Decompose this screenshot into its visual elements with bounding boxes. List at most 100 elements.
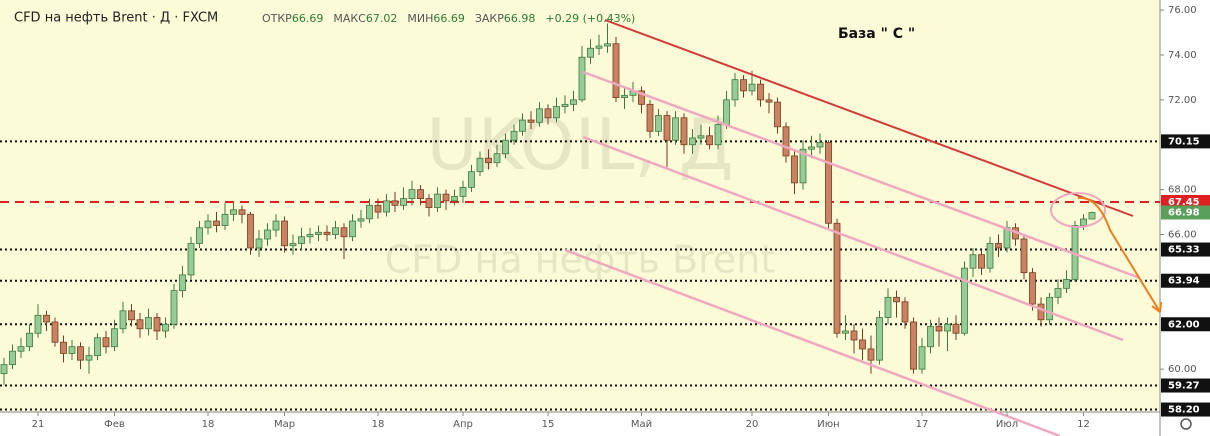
header: CFD на нефть Brent · Д · FXCM ОТКР 66.69 М… xyxy=(14,11,635,26)
candle-body xyxy=(570,99,577,105)
y-tick-label: 60.00 xyxy=(1168,364,1197,375)
candle-body xyxy=(842,330,849,334)
ohlc-label: МАКС xyxy=(333,12,366,25)
change-label: +0.29 (+0.43%) xyxy=(545,12,635,25)
resistance-label: 67.45 xyxy=(1168,197,1200,208)
ohlc-value: 66.69 xyxy=(433,12,465,25)
candle-body xyxy=(17,346,25,352)
level-label-box xyxy=(1161,378,1210,393)
x-tick-label: Мар xyxy=(274,419,295,430)
chart-title: CFD на нефть Brent · Д · FXCM xyxy=(14,11,218,26)
candle-body xyxy=(434,193,441,208)
x-tick-label: 15 xyxy=(542,419,555,430)
x-tick-label: Июл xyxy=(996,419,1018,430)
candle-body xyxy=(952,323,960,334)
candle-body xyxy=(85,355,93,361)
candle-body xyxy=(527,119,535,123)
candle-body xyxy=(34,314,42,334)
candle-body xyxy=(833,222,841,334)
candle-body xyxy=(884,296,892,318)
ohlc-value: 67.02 xyxy=(366,12,398,25)
resistance-label-box xyxy=(1161,194,1210,209)
ohlc-label: МИН xyxy=(407,12,433,25)
level-label-box xyxy=(1161,317,1210,332)
candle-body xyxy=(587,47,594,58)
y-tick-label: 68.00 xyxy=(1168,185,1197,196)
ohlc-value: 66.69 xyxy=(292,12,324,25)
level-label-box xyxy=(1161,402,1210,417)
candle-body xyxy=(748,83,756,92)
candle-body xyxy=(910,321,917,370)
candle-body xyxy=(315,231,322,235)
candle-body xyxy=(1037,303,1045,321)
candle-body xyxy=(136,319,144,330)
candle-body xyxy=(595,45,603,49)
x-tick-label: 18 xyxy=(202,419,215,430)
candle-body xyxy=(77,346,84,361)
candle-body xyxy=(774,101,781,128)
candle-body xyxy=(221,213,229,226)
candle-body xyxy=(238,209,246,215)
candle-body xyxy=(782,126,790,157)
candle-body xyxy=(867,348,875,361)
candle-body xyxy=(714,124,722,146)
candle-body xyxy=(689,137,696,146)
candle-body xyxy=(357,218,365,222)
candle-body xyxy=(918,346,926,370)
candle-body xyxy=(43,314,50,323)
candle-body xyxy=(680,117,688,146)
candle-body xyxy=(153,317,161,332)
annotation: База " С " xyxy=(838,26,915,42)
candle-body xyxy=(723,99,730,125)
x-tick-label: Июн xyxy=(817,419,839,430)
candle-body xyxy=(281,220,288,247)
ohlc-label: ЗАКР xyxy=(475,12,504,25)
candle-body xyxy=(179,274,186,291)
candle-body xyxy=(1054,287,1062,298)
candle-body xyxy=(901,301,909,323)
candle-body xyxy=(170,290,178,325)
candle-body xyxy=(1020,238,1028,274)
candle-body xyxy=(850,330,858,341)
candle-body xyxy=(264,229,271,240)
channel-line xyxy=(564,248,1061,436)
x-tick-label: Апр xyxy=(453,419,473,430)
x-tick-label: 18 xyxy=(372,419,385,430)
y-tick-label: 74.00 xyxy=(1168,50,1197,61)
candle-body xyxy=(816,142,824,148)
candle-body xyxy=(102,337,110,348)
candle-body xyxy=(366,204,373,220)
candle-body xyxy=(0,364,8,375)
candle-body xyxy=(553,106,560,119)
candles xyxy=(0,23,1096,385)
candle-body xyxy=(757,83,764,101)
candle-body xyxy=(442,193,450,202)
candle-body xyxy=(468,171,475,188)
candle-body xyxy=(1080,218,1087,226)
candle-body xyxy=(306,234,314,238)
candle-body xyxy=(935,326,943,332)
candle-body xyxy=(1088,212,1096,220)
last-price-label: 66.98 xyxy=(1168,208,1200,219)
candle-body xyxy=(655,115,662,132)
candle-body xyxy=(391,200,399,206)
highlight-ellipse xyxy=(1050,192,1106,228)
candle-body xyxy=(621,94,628,99)
candle-body xyxy=(1063,278,1070,289)
candle-body xyxy=(349,220,356,238)
candle-body xyxy=(417,189,424,199)
y-tick-label: 72.00 xyxy=(1168,95,1197,106)
settings-icon[interactable] xyxy=(1180,418,1192,430)
candle-body xyxy=(638,90,645,105)
channel-line xyxy=(582,70,1141,280)
level-label: 63.94 xyxy=(1168,276,1200,287)
trend-line xyxy=(604,19,1134,217)
candle-body xyxy=(876,317,883,361)
candle-body xyxy=(204,220,212,229)
candle-body xyxy=(544,108,552,119)
candle-body xyxy=(145,317,152,330)
candle-body xyxy=(799,148,807,184)
candle-body xyxy=(519,119,526,132)
level-label: 65.33 xyxy=(1168,245,1200,256)
